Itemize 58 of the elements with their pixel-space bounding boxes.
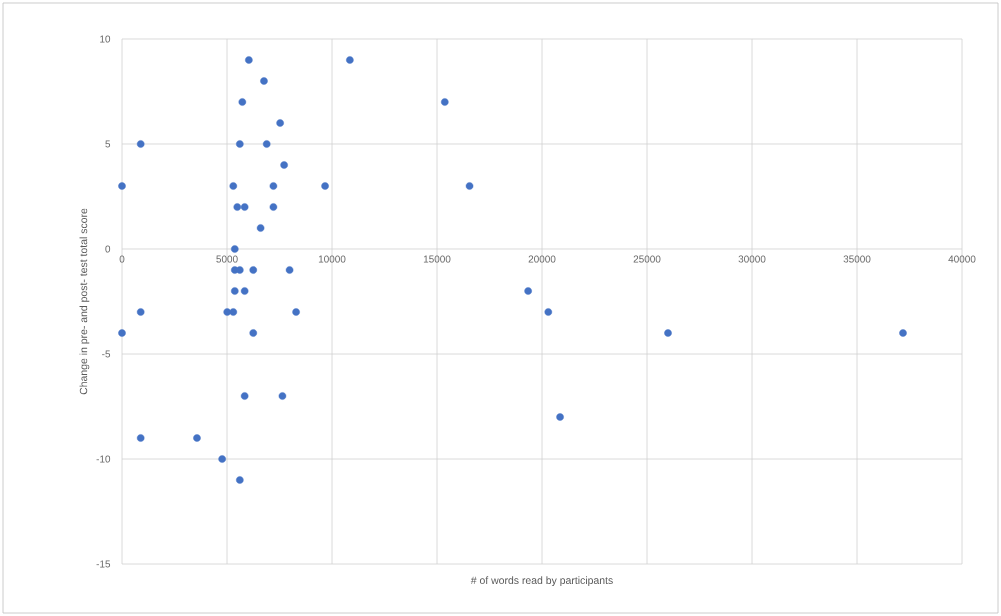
point <box>236 140 244 148</box>
y-tick-label: -5 <box>102 350 111 358</box>
point <box>136 434 145 442</box>
y-tick-label: -15 <box>96 560 111 568</box>
point <box>240 287 249 295</box>
point <box>524 287 532 295</box>
point <box>256 224 265 232</box>
point <box>238 98 247 106</box>
point <box>249 266 258 274</box>
x-tick-label: 5000 <box>216 255 238 263</box>
point <box>230 245 239 253</box>
point <box>249 329 258 337</box>
point <box>240 392 249 400</box>
point <box>321 182 329 190</box>
point <box>899 329 907 337</box>
x-tick-label: 0 <box>119 255 125 263</box>
point <box>118 182 126 190</box>
x-tick-label: 10000 <box>318 255 346 263</box>
point <box>278 392 287 400</box>
point <box>440 98 449 106</box>
x-axis-title: # of words read by participants <box>470 576 613 587</box>
point <box>285 266 294 274</box>
point <box>346 56 354 64</box>
point <box>280 161 288 169</box>
y-tick-label: -10 <box>96 455 111 463</box>
x-tick-label: 15000 <box>423 255 451 263</box>
point <box>193 434 201 442</box>
point <box>218 455 226 463</box>
point <box>269 182 278 190</box>
y-tick-label: 10 <box>100 35 111 43</box>
point <box>240 203 249 211</box>
point <box>233 203 242 211</box>
x-tick-label: 40000 <box>948 255 976 263</box>
x-tick-label: 35000 <box>843 255 871 263</box>
point <box>260 77 268 85</box>
point <box>262 140 271 148</box>
point <box>118 329 126 337</box>
point <box>276 119 284 127</box>
x-tick-label: 20000 <box>528 255 556 263</box>
point <box>229 182 238 190</box>
point <box>230 287 239 295</box>
y-tick-label: 5 <box>105 140 111 148</box>
point <box>236 476 244 484</box>
point <box>245 56 253 64</box>
point <box>269 203 278 211</box>
point <box>229 308 238 316</box>
point <box>292 308 300 316</box>
x-tick-label: 25000 <box>633 255 661 263</box>
y-tick-label: 0 <box>105 245 111 253</box>
point <box>236 266 244 274</box>
x-tick-label: 30000 <box>738 255 766 263</box>
point <box>664 329 672 337</box>
point <box>136 140 145 148</box>
y-axis-title: Change in pre- and post- test total score <box>79 208 90 395</box>
point <box>465 182 474 190</box>
point <box>544 308 553 316</box>
point <box>556 413 564 421</box>
point <box>136 308 145 316</box>
